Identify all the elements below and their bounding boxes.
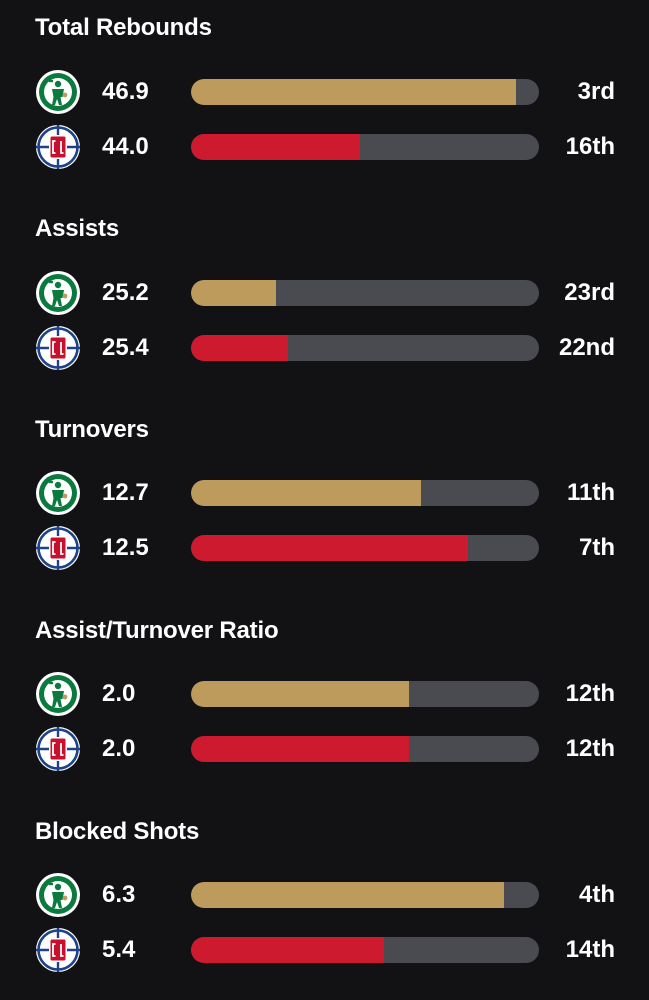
stat-value: 6.3	[102, 881, 136, 908]
section-title: Assist/Turnover Ratio	[35, 617, 279, 644]
stat-rank: 4th	[579, 881, 615, 908]
stat-bar-fill	[191, 882, 505, 908]
stat-section-turnovers: Turnovers 12.7 11th 12.5 7th	[0, 402, 649, 603]
stat-rank: 12th	[565, 735, 615, 762]
celtics-logo-icon	[35, 671, 81, 717]
stat-bar-fill	[191, 736, 409, 762]
stat-value: 25.2	[102, 279, 149, 306]
stat-bar-fill	[191, 681, 409, 707]
stat-value: 44.0	[102, 133, 149, 160]
stat-rank: 22nd	[558, 334, 615, 361]
clippers-logo-icon	[35, 325, 81, 371]
stat-row-clippers: 12.5 7th	[0, 523, 649, 573]
stat-rank: 11th	[566, 479, 615, 506]
stat-value: 2.0	[102, 680, 136, 707]
stat-value: 12.7	[102, 479, 149, 506]
stat-row-celtics: 2.0 12th	[0, 669, 649, 719]
clippers-logo-icon	[35, 726, 81, 772]
stat-rank: 14th	[565, 936, 615, 963]
celtics-logo-icon	[35, 872, 81, 918]
stat-bar-track	[191, 937, 539, 963]
stat-rank: 7th	[579, 534, 615, 561]
stat-rank: 16th	[565, 133, 615, 160]
celtics-logo-icon	[35, 270, 81, 316]
celtics-logo-icon	[35, 69, 81, 115]
stat-bar-fill	[191, 134, 360, 160]
stat-rank: 12th	[565, 680, 615, 707]
clippers-logo-icon	[35, 927, 81, 973]
stat-bar-fill	[191, 937, 385, 963]
stat-rank: 23rd	[564, 279, 615, 306]
section-title: Assists	[35, 215, 119, 242]
stat-bar-track	[191, 480, 539, 506]
stat-row-clippers: 44.0 16th	[0, 122, 649, 172]
section-title: Turnovers	[35, 416, 149, 443]
stat-value: 5.4	[102, 936, 136, 963]
stat-section-total-rebounds: Total Rebounds 46.9 3rd 44.0 16th	[0, 0, 649, 201]
stat-section-assists: Assists 25.2 23rd 25.4 22nd	[0, 201, 649, 402]
stat-row-celtics: 12.7 11th	[0, 468, 649, 518]
stat-row-celtics: 6.3 4th	[0, 870, 649, 920]
stat-value: 46.9	[102, 78, 149, 105]
stat-bar-track	[191, 335, 539, 361]
stat-bar-track	[191, 134, 539, 160]
stat-row-clippers: 25.4 22nd	[0, 323, 649, 373]
stat-bar-track	[191, 882, 539, 908]
stat-bar-fill	[191, 535, 468, 561]
stat-row-celtics: 46.9 3rd	[0, 67, 649, 117]
stat-bar-fill	[191, 480, 421, 506]
stat-bar-track	[191, 681, 539, 707]
section-title: Blocked Shots	[35, 818, 200, 845]
stat-row-celtics: 25.2 23rd	[0, 268, 649, 318]
stat-row-clippers: 5.4 14th	[0, 925, 649, 975]
stat-row-clippers: 2.0 12th	[0, 724, 649, 774]
stat-section-blocked-shots: Blocked Shots 6.3 4th 5.4 14th	[0, 804, 649, 1000]
celtics-logo-icon	[35, 470, 81, 516]
stat-bar-fill	[191, 335, 289, 361]
stat-bar-track	[191, 535, 539, 561]
stat-bar-track	[191, 280, 539, 306]
stat-rank: 3rd	[577, 78, 615, 105]
stat-bar-fill	[191, 79, 517, 105]
clippers-logo-icon	[35, 124, 81, 170]
clippers-logo-icon	[35, 525, 81, 571]
stat-value: 12.5	[102, 534, 149, 561]
stat-value: 2.0	[102, 735, 136, 762]
section-title: Total Rebounds	[35, 14, 212, 41]
stat-section-assist-turnover-ratio: Assist/Turnover Ratio 2.0 12th 2.0 12th	[0, 603, 649, 804]
stat-bar-track	[191, 79, 539, 105]
stat-bar-fill	[191, 280, 277, 306]
stat-value: 25.4	[102, 334, 149, 361]
stat-bar-track	[191, 736, 539, 762]
